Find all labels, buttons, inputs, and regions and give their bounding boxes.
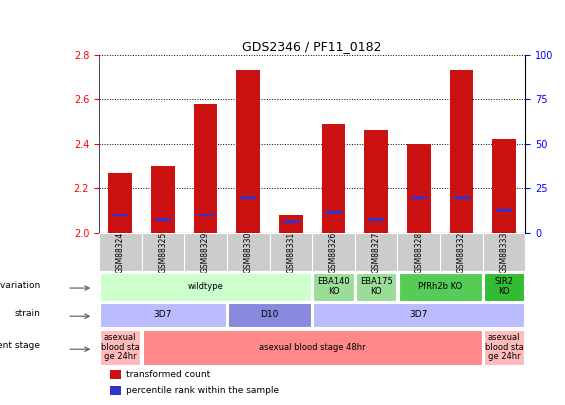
Title: GDS2346 / PF11_0182: GDS2346 / PF11_0182	[242, 40, 382, 53]
Bar	[321, 124, 345, 233]
Bar	[151, 166, 175, 233]
Bar	[397, 233, 440, 271]
Text: GSM88325: GSM88325	[158, 232, 167, 273]
Bar	[100, 273, 311, 301]
Text: GSM88329: GSM88329	[201, 232, 210, 273]
Bar	[355, 233, 397, 271]
Text: asexual
blood sta
ge 24hr: asexual blood sta ge 24hr	[485, 333, 524, 362]
Bar	[453, 196, 470, 198]
Text: EBA140
KO: EBA140 KO	[317, 277, 350, 296]
Bar	[143, 330, 481, 365]
Bar	[314, 303, 524, 327]
Bar	[484, 330, 524, 365]
Bar	[100, 303, 225, 327]
Text: GSM88332: GSM88332	[457, 232, 466, 273]
Bar	[440, 233, 483, 271]
Bar	[492, 139, 516, 233]
Bar	[184, 233, 227, 271]
Text: GSM88326: GSM88326	[329, 232, 338, 273]
Bar	[325, 211, 342, 214]
Bar	[197, 214, 214, 216]
Bar	[356, 273, 396, 301]
Text: percentile rank within the sample: percentile rank within the sample	[126, 386, 279, 394]
Text: genotype/variation: genotype/variation	[0, 281, 40, 290]
Bar	[312, 233, 355, 271]
Text: GSM88333: GSM88333	[499, 231, 508, 273]
Bar	[155, 218, 171, 221]
Text: wildtype: wildtype	[188, 282, 223, 291]
Text: 3D7: 3D7	[410, 310, 428, 320]
Text: development stage: development stage	[0, 341, 40, 350]
Bar	[108, 173, 132, 233]
Bar	[399, 273, 481, 301]
Text: GSM88330: GSM88330	[244, 231, 253, 273]
Bar	[364, 130, 388, 233]
Bar	[112, 214, 128, 216]
Text: asexual
blood sta
ge 24hr: asexual blood sta ge 24hr	[101, 333, 140, 362]
Bar	[141, 233, 184, 271]
Bar	[484, 273, 524, 301]
Bar	[314, 273, 354, 301]
Bar	[450, 70, 473, 233]
Bar	[411, 196, 427, 198]
Text: D10: D10	[260, 310, 279, 320]
Bar	[279, 215, 303, 233]
Text: asexual blood stage 48hr: asexual blood stage 48hr	[259, 343, 366, 352]
Bar	[236, 70, 260, 233]
Bar	[240, 196, 257, 198]
Text: SIR2
KO: SIR2 KO	[495, 277, 514, 296]
Bar	[483, 233, 525, 271]
Bar	[100, 330, 140, 365]
Bar	[110, 386, 120, 394]
Bar	[99, 233, 141, 271]
Bar	[368, 218, 384, 221]
Bar	[270, 233, 312, 271]
Text: GSM88328: GSM88328	[414, 232, 423, 273]
Text: GSM88324: GSM88324	[116, 232, 125, 273]
Text: EBA175
KO: EBA175 KO	[360, 277, 393, 296]
Text: transformed count: transformed count	[126, 370, 210, 379]
Bar	[228, 303, 311, 327]
Bar	[227, 233, 270, 271]
Bar	[282, 220, 299, 223]
Text: strain: strain	[15, 309, 40, 318]
Text: GSM88331: GSM88331	[286, 232, 295, 273]
Text: 3D7: 3D7	[154, 310, 172, 320]
Bar	[407, 144, 431, 233]
Bar	[194, 104, 218, 233]
Text: GSM88327: GSM88327	[372, 232, 381, 273]
Text: PfRh2b KO: PfRh2b KO	[418, 282, 462, 291]
Bar	[496, 209, 512, 212]
Bar	[110, 370, 120, 379]
